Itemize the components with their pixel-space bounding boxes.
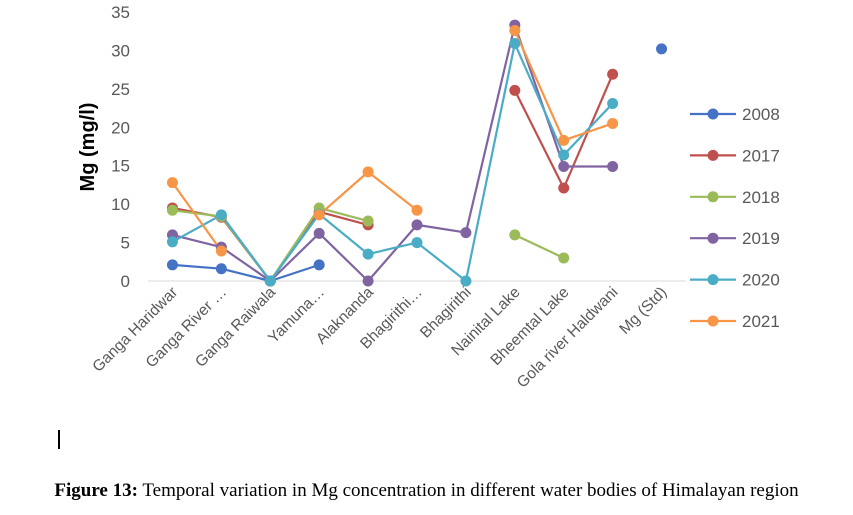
data-point-2021	[509, 24, 521, 36]
data-point-2020	[362, 248, 374, 260]
y-tick-label: 15	[111, 157, 130, 176]
data-point-2017	[558, 182, 570, 194]
data-point-2018	[509, 229, 521, 241]
figure-caption-text: Temporal variation in Mg concentration i…	[137, 480, 799, 501]
data-point-2019	[558, 160, 570, 172]
series-line-2019	[172, 23, 613, 283]
data-point-2019	[411, 219, 423, 231]
data-point-2020	[215, 209, 227, 221]
data-point-2020	[411, 237, 423, 249]
data-point-2018	[166, 204, 178, 216]
y-tick-label: 0	[121, 272, 130, 291]
series-line-2021	[513, 29, 613, 142]
legend-marker-2018	[707, 191, 719, 203]
x-tick-label: Ganga Haridwar	[89, 284, 181, 376]
data-point-2021	[313, 209, 325, 221]
legend-marker-2020	[707, 274, 719, 286]
legend-label-2008: 2008	[742, 105, 780, 124]
series-line-2020	[171, 42, 614, 283]
data-point-2019	[460, 227, 472, 239]
legend-marker-2021	[707, 315, 719, 327]
data-point-2018	[558, 252, 570, 264]
data-point-2021	[362, 166, 374, 178]
series-line-2017	[172, 206, 369, 283]
series-line-2018	[172, 206, 369, 283]
legend-label-2019: 2019	[742, 229, 780, 248]
legend-label-2018: 2018	[742, 188, 780, 207]
data-point-2020	[509, 38, 521, 50]
x-tick-label: Mg (Std)	[616, 284, 670, 338]
legend-label-2017: 2017	[742, 146, 780, 165]
data-point-2008	[656, 43, 668, 55]
data-point-2020	[460, 275, 472, 287]
y-tick-label: 20	[111, 118, 130, 137]
data-point-2020	[558, 149, 570, 161]
legend-label-2020: 2020	[742, 271, 780, 290]
data-point-2008	[313, 259, 325, 271]
series-line-2021	[318, 170, 418, 216]
data-point-2020	[166, 236, 178, 248]
data-point-2008	[215, 263, 227, 275]
data-point-2017	[509, 84, 521, 96]
data-point-2019	[313, 227, 325, 239]
data-point-2020	[607, 97, 619, 109]
y-tick-label: 35	[111, 3, 130, 22]
text-cursor-mark	[58, 430, 60, 449]
series-line-2018	[514, 233, 565, 259]
y-tick-label: 5	[121, 234, 130, 253]
y-axis-label: Mg (mg/l)	[77, 103, 99, 192]
data-point-2017	[607, 68, 619, 80]
series-line-2008	[172, 263, 320, 283]
y-tick-label: 25	[111, 80, 130, 99]
legend-marker-2019	[707, 232, 719, 244]
figure-caption: Figure 13: Temporal variation in Mg conc…	[0, 480, 853, 502]
y-tick-label: 30	[111, 41, 130, 60]
series-line-2021	[171, 181, 223, 252]
data-point-2019	[362, 275, 374, 287]
legend-marker-2008	[707, 108, 719, 120]
data-point-2020	[264, 275, 276, 287]
legend-label-2021: 2021	[742, 312, 780, 331]
figure-label: Figure 13:	[54, 480, 138, 501]
data-point-2008	[166, 259, 178, 271]
y-tick-label: 10	[111, 195, 130, 214]
data-point-2021	[558, 134, 570, 146]
data-point-2021	[607, 117, 619, 129]
data-point-2021	[166, 177, 178, 189]
data-point-2019	[607, 160, 619, 172]
data-point-2021	[215, 245, 227, 257]
data-point-2018	[362, 215, 374, 227]
legend-marker-2017	[707, 149, 719, 161]
data-point-2021	[411, 204, 423, 216]
